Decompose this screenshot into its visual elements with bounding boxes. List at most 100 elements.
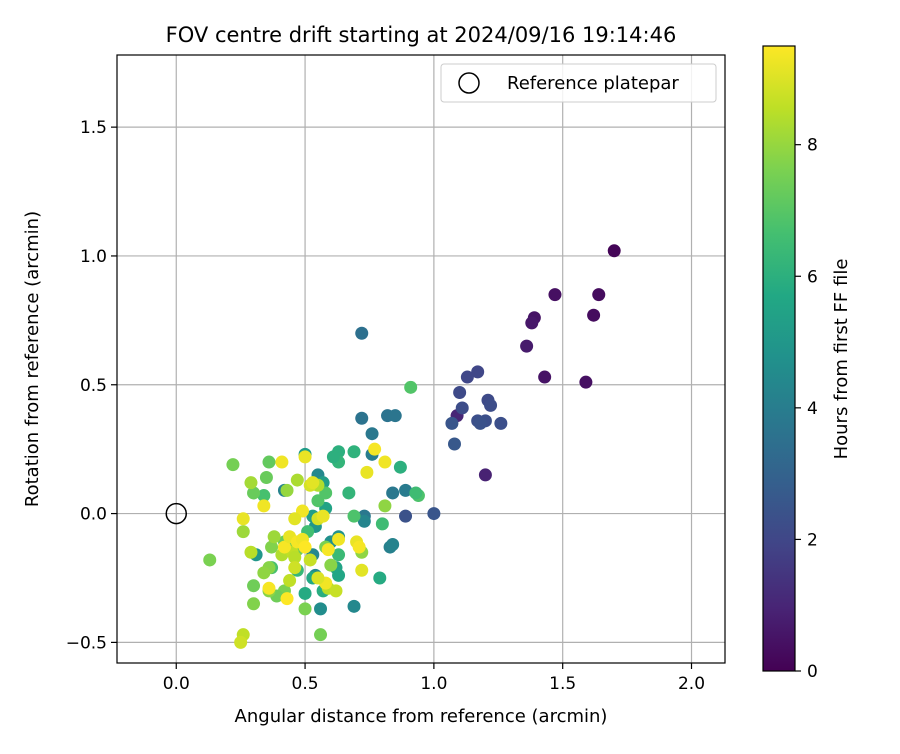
scatter-point xyxy=(357,514,371,528)
scatter-point xyxy=(494,416,508,430)
y-axis-label: Rotation from reference (arcmin) xyxy=(22,211,43,507)
scatter-point xyxy=(329,584,343,598)
scatter-point xyxy=(288,550,302,564)
legend: Reference platepar xyxy=(440,63,717,103)
scatter-point xyxy=(447,437,461,451)
scatter-point xyxy=(262,581,276,595)
scatter-point xyxy=(298,540,312,554)
scatter-point xyxy=(259,471,273,485)
scatter-point xyxy=(368,442,382,456)
x-tick-label: 0.0 xyxy=(163,674,190,694)
scatter-point xyxy=(277,540,291,554)
scatter-point xyxy=(373,571,387,585)
y-tick-label: 0.5 xyxy=(80,376,107,396)
scatter-point xyxy=(388,409,402,423)
scatter-point xyxy=(360,465,374,479)
scatter-point xyxy=(303,553,317,567)
scatter-point xyxy=(471,365,485,379)
scatter-point xyxy=(347,599,361,613)
scatter-point xyxy=(288,561,302,575)
scatter-point xyxy=(316,509,330,523)
scatter-point xyxy=(298,602,312,616)
x-tick-label: 1.0 xyxy=(420,674,447,694)
scatter-point xyxy=(455,401,469,415)
scatter-point xyxy=(257,499,271,513)
scatter-point xyxy=(399,483,413,497)
scatter-point xyxy=(234,635,248,649)
scatter-point xyxy=(427,507,441,521)
scatter-point xyxy=(520,339,534,353)
colorbar-tick-label: 8 xyxy=(807,136,818,156)
scatter-point xyxy=(265,540,279,554)
legend-box xyxy=(440,63,717,103)
reference-platepar-marker xyxy=(165,502,188,525)
scatter-point xyxy=(352,540,366,554)
scatter-point xyxy=(267,530,281,544)
scatter-point xyxy=(473,416,487,430)
scatter-point xyxy=(203,553,217,567)
scatter-point xyxy=(587,308,601,322)
scatter-point xyxy=(321,543,335,557)
scatter-point xyxy=(347,445,361,459)
scatter-point xyxy=(226,458,240,472)
scatter-point xyxy=(262,455,276,469)
scatter-point xyxy=(607,244,621,258)
data-points xyxy=(203,244,621,649)
y-tick-label: 1.0 xyxy=(80,247,107,267)
scatter-point xyxy=(375,517,389,531)
y-axis-ticks: −0.5 0.0 0.5 1.0 1.5 xyxy=(66,118,117,653)
scatter-point xyxy=(378,455,392,469)
grid xyxy=(117,55,725,663)
scatter-point xyxy=(236,512,250,526)
legend-open-circle-icon xyxy=(458,72,480,94)
y-tick-label: 1.5 xyxy=(80,118,107,138)
colorbar: 0 2 4 6 8 Hours from first FF file xyxy=(762,45,852,682)
scatter-point xyxy=(298,450,312,464)
scatter-point xyxy=(280,483,294,497)
x-tick-label: 1.5 xyxy=(549,674,576,694)
scatter-point xyxy=(288,512,302,526)
chart-title: FOV centre drift starting at 2024/09/16 … xyxy=(166,23,677,47)
y-tick-label: 0.0 xyxy=(80,505,107,525)
scatter-point xyxy=(311,571,325,585)
plot-frame xyxy=(116,54,726,664)
scatter-point xyxy=(326,450,340,464)
scatter-point xyxy=(355,411,369,425)
colorbar-gradient xyxy=(763,46,795,671)
scatter-point xyxy=(355,326,369,340)
scatter-point xyxy=(257,566,271,580)
scatter-point xyxy=(365,427,379,441)
scatter-point xyxy=(548,288,562,302)
scatter-point xyxy=(592,288,606,302)
colorbar-tick-label: 4 xyxy=(807,399,818,419)
scatter-point xyxy=(538,370,552,384)
scatter-point xyxy=(280,592,294,606)
colorbar-tick-label: 2 xyxy=(807,530,818,550)
x-axis-label: Angular distance from reference (arcmin) xyxy=(235,706,608,727)
colorbar-ticks: 0 2 4 6 8 xyxy=(795,136,818,682)
scatter-point xyxy=(378,499,392,513)
scatter-point xyxy=(324,558,338,572)
scatter-point xyxy=(314,602,328,616)
scatter-point xyxy=(579,375,593,389)
scatter-point xyxy=(332,532,346,546)
scatter-point xyxy=(399,509,413,523)
scatter-point xyxy=(314,628,328,642)
scatter-point xyxy=(244,476,258,490)
scatter-point xyxy=(247,597,261,611)
scatter-point xyxy=(525,316,539,330)
scatter-point xyxy=(283,574,297,588)
y-tick-label: −0.5 xyxy=(66,633,107,653)
scatter-point xyxy=(445,416,459,430)
scatter-point xyxy=(355,563,369,577)
scatter-point xyxy=(393,460,407,474)
scatter-point xyxy=(290,473,304,487)
scatter-point xyxy=(484,398,498,412)
scatter-point xyxy=(298,586,312,600)
scatter-point xyxy=(404,380,418,394)
colorbar-tick-label: 6 xyxy=(807,267,818,287)
scatter-point xyxy=(347,509,361,523)
scatter-point xyxy=(257,489,271,503)
